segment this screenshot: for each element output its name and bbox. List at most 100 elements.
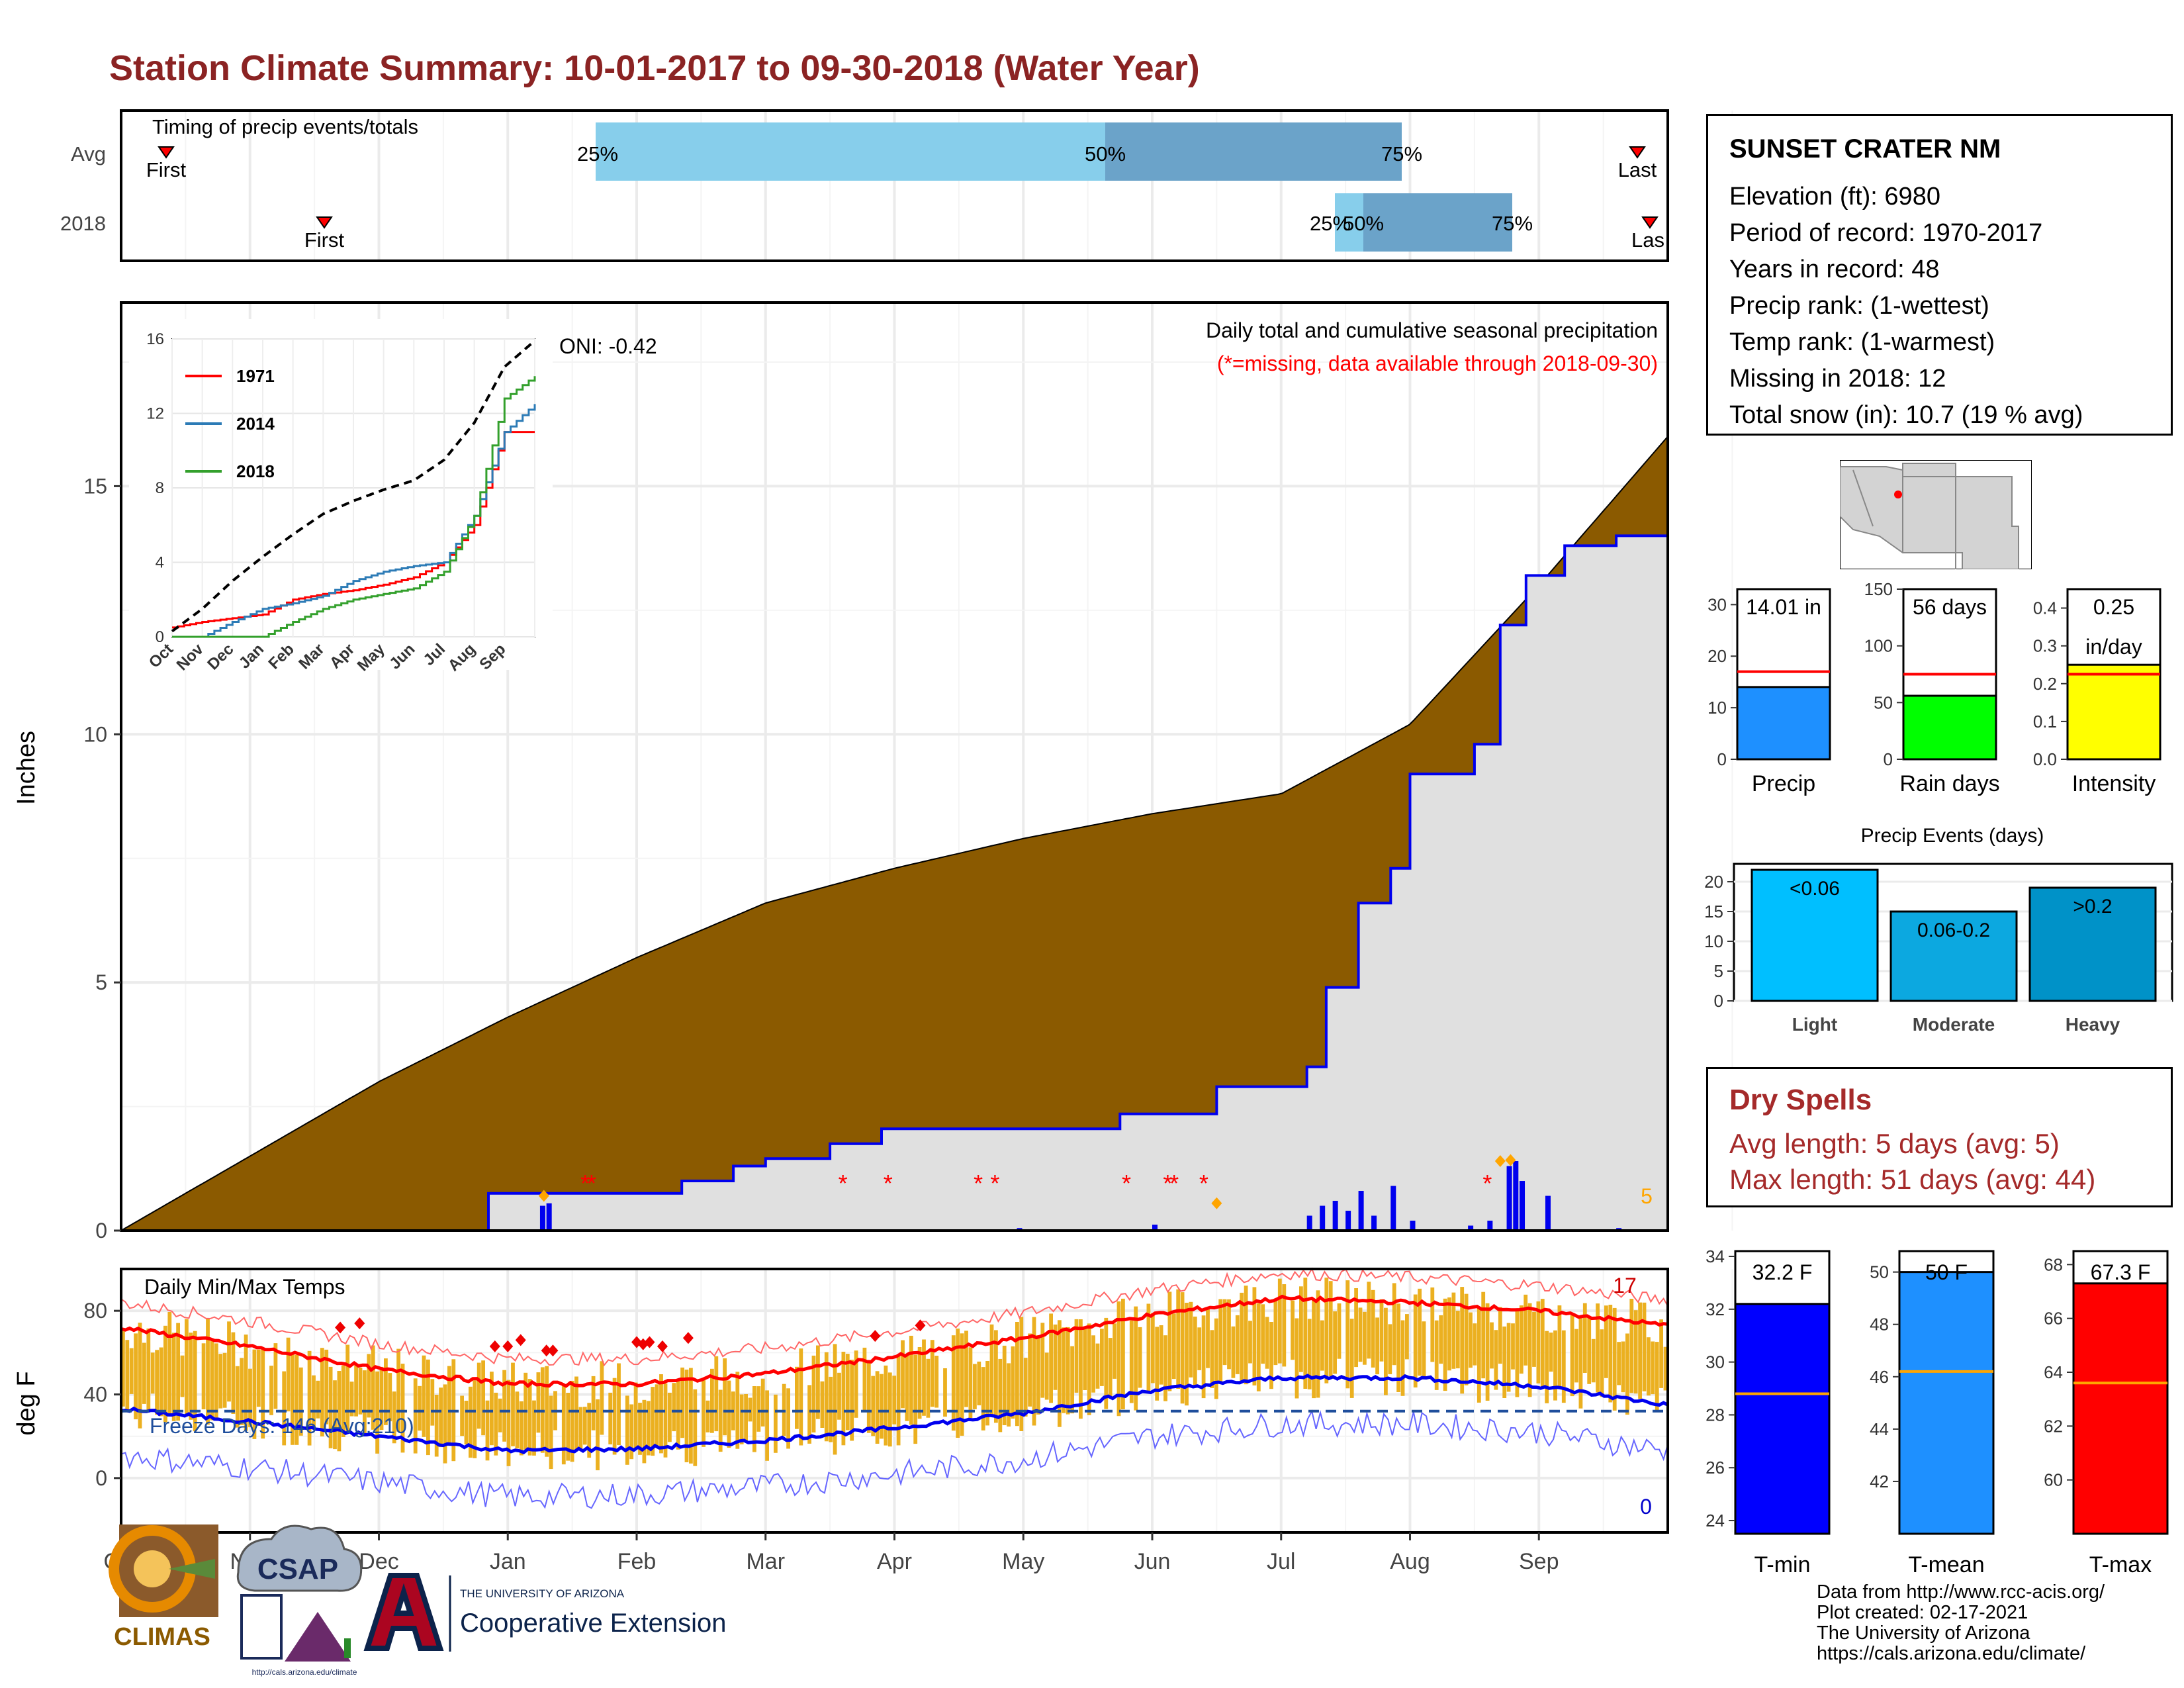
daily-temp-bar (1235, 1315, 1240, 1374)
daily-temp-bar (748, 1397, 752, 1422)
daily-temp-bar (341, 1365, 345, 1437)
daily-temp-bar (578, 1407, 583, 1450)
precip-caption: Daily total and cumulative seasonal prec… (1206, 318, 1658, 342)
daily-temp-bar (240, 1358, 244, 1425)
daily-temp-bar (714, 1356, 719, 1432)
events-bar-moderate (1889, 910, 2018, 1002)
month-label: Feb (617, 1549, 657, 1574)
daily-temp-bar (1303, 1278, 1308, 1389)
daily-temp-bar (816, 1345, 820, 1419)
month-label: Dec (359, 1549, 398, 1574)
footer-line-univ: The University of Arizona (1817, 1622, 2030, 1644)
daily-temp-bar (125, 1340, 130, 1412)
events-title: Precip Events (days) (1861, 825, 2044, 847)
t-max-ytick: 66 (2044, 1309, 2063, 1329)
daily-temp-bar (185, 1319, 189, 1417)
daily-temp-bar (1295, 1318, 1299, 1399)
daily-temp-bar (1163, 1335, 1167, 1401)
daily-temp-bar (1625, 1333, 1629, 1415)
daily-temp-bar (994, 1330, 998, 1423)
daily-temp-bar (502, 1370, 506, 1442)
csap-text: CSAP (257, 1553, 338, 1585)
daily-temp-bar (1451, 1292, 1456, 1369)
daily-temp-bar (286, 1337, 291, 1412)
daily-temp-bar (1015, 1322, 1019, 1427)
daily-temp-bar (786, 1388, 790, 1449)
daily-temp-bar (439, 1387, 443, 1448)
daily-temp-bar (1083, 1327, 1087, 1390)
daily-temp-bar (189, 1333, 193, 1420)
daily-temp-bar (989, 1324, 994, 1415)
t-mean-bar (1898, 1271, 1995, 1535)
record-high-marker (541, 1344, 552, 1357)
daily-temp-bar (1358, 1307, 1363, 1362)
daily-temp-bar (316, 1380, 320, 1419)
daily-temp-bar (1405, 1314, 1409, 1360)
intensity-ytick: 0.3 (2033, 636, 2057, 656)
precip-bar (1736, 686, 1831, 761)
daily-temp-bar (1527, 1303, 1532, 1397)
daily-temp-bar (651, 1387, 655, 1456)
record-high-marker (682, 1332, 694, 1344)
daily-temp-bar (617, 1363, 621, 1446)
daily-temp-bar (1214, 1318, 1218, 1399)
daily-temp-bar (985, 1361, 989, 1426)
daily-temp-bar (1379, 1299, 1384, 1362)
missing-marker: * (580, 1170, 590, 1197)
month-label: Jun (1134, 1549, 1171, 1574)
daily-temp-bar (1240, 1292, 1244, 1382)
events-category-label: Moderate (1913, 1014, 1995, 1035)
daily-temp-bar (477, 1362, 481, 1429)
station-precip-rank: Precip rank: (1-wettest) (1729, 292, 1989, 320)
daily-temp-bar (312, 1375, 316, 1430)
daily-precip-bar (1390, 1186, 1396, 1231)
events-ytick: 20 (1704, 872, 1723, 892)
daily-temp-bar (922, 1339, 926, 1416)
timing-avg-50-75-bar (1105, 122, 1402, 181)
daily-precip-bar (1345, 1211, 1351, 1231)
footer-credits: Data from http://www.rcc-acis.org/ Plot … (1817, 1582, 2105, 1664)
daily-temp-bar (1349, 1319, 1354, 1398)
t-min-ytick: 34 (1706, 1246, 1725, 1266)
daily-temp-bar (1248, 1321, 1252, 1364)
daily-temp-bar (820, 1381, 825, 1428)
daily-temp-bar (167, 1312, 172, 1416)
daily-temp-bar (1244, 1286, 1248, 1385)
daily-temp-bar (1155, 1327, 1160, 1401)
t-min-label: T-min (1754, 1552, 1811, 1577)
daily-temp-bar (1201, 1315, 1206, 1399)
timing-2018-75: 75% (1492, 212, 1533, 235)
temp-summary-bars: 32.2 F T-min 24 26 28 30 32 34 50 F T-mean 42 44 46 4… (1706, 1246, 2169, 1577)
daily-temp-bar (447, 1366, 451, 1446)
daily-temp-bar (515, 1391, 520, 1449)
daily-temp-bar (1553, 1330, 1557, 1401)
record-max-line (120, 1267, 1668, 1367)
daily-temp-bar (324, 1349, 329, 1425)
precip-ylabel: Inches (13, 731, 40, 805)
daily-temp-bar (909, 1335, 913, 1425)
daily-temp-bar (506, 1380, 511, 1466)
daily-temp-bar (1113, 1323, 1116, 1379)
daily-temp-bar (1227, 1299, 1231, 1370)
daily-temp-bar (1418, 1288, 1422, 1376)
record-high-marker (489, 1340, 500, 1352)
daily-temp-bar (481, 1360, 485, 1436)
daily-temp-bar (1469, 1312, 1473, 1368)
daily-temp-bar (582, 1407, 587, 1445)
daily-temp-bar (934, 1356, 939, 1408)
daily-temp-bar (998, 1358, 1003, 1432)
timing-avg-25-50-bar (596, 122, 1105, 181)
t-mean-ytick: 42 (1870, 1472, 1889, 1491)
intensity-value-text2: in/day (2085, 635, 2142, 659)
events-ytick: 0 (1714, 991, 1723, 1011)
daily-temp-bar (396, 1348, 400, 1432)
daily-precip-bar (1468, 1225, 1474, 1231)
daily-temp-bar (1206, 1307, 1210, 1368)
station-elevation: Elevation (ft): 6980 (1729, 183, 1940, 211)
daily-temp-bar (1524, 1294, 1528, 1366)
daily-temp-bar (1494, 1330, 1498, 1390)
daily-temp-bar (659, 1374, 663, 1454)
inset-legend-label: 2018 (236, 461, 275, 481)
daily-temp-bar (718, 1389, 723, 1452)
precip-label: Precip (1752, 771, 1815, 796)
